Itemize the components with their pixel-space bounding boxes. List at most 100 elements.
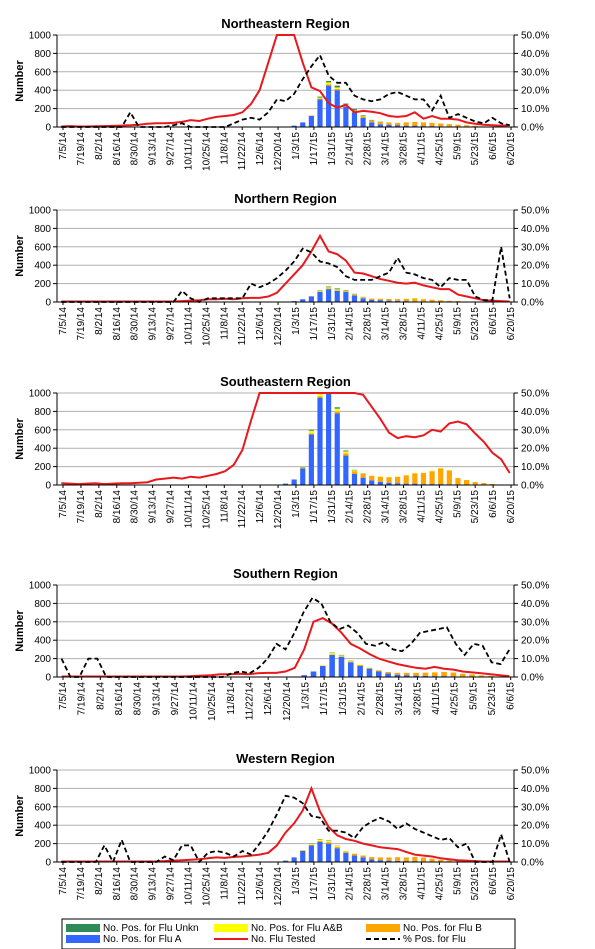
- legend-label-unkn: No. Pos. for Flu Unkn: [103, 923, 199, 934]
- bar-flu-a: [308, 434, 314, 485]
- bar-flu-ab: [343, 290, 349, 292]
- x-tick-label: 3/14/15: [381, 490, 392, 524]
- x-tick-label: 5/23/15: [470, 307, 481, 341]
- y-axis-label: Number: [14, 610, 26, 652]
- bar-flu-b: [438, 300, 444, 302]
- bar-flu-ab: [326, 82, 332, 85]
- y2-tick-label: 50.0%: [521, 206, 549, 217]
- x-tick-label: 12/6/14: [255, 490, 266, 524]
- x-tick-label: 1/31/15: [327, 307, 338, 341]
- bar-flu-a: [343, 852, 349, 862]
- x-tick-label: 10/25/14: [201, 307, 212, 346]
- y2-tick-label: 10.0%: [521, 104, 549, 115]
- x-tick-label: 7/19/14: [76, 867, 87, 901]
- bar-flu-b: [420, 473, 427, 485]
- y-tick-label: 0: [45, 858, 51, 869]
- y-tick-label: 400: [34, 261, 51, 272]
- plot-area: [61, 34, 510, 128]
- bar-flu-b: [412, 473, 418, 484]
- x-tick-label: 4/11/15: [416, 132, 427, 165]
- x-tick-label: 5/9/15: [468, 682, 479, 710]
- x-tick-label: 8/2/14: [94, 490, 105, 518]
- bar-flu-b: [478, 675, 485, 677]
- bar-flu-a: [338, 656, 345, 677]
- chart-panel: Southeastern Region 0 200 400 600 800 1000 0.0%…: [14, 374, 549, 529]
- y2-tick-label: 30.0%: [521, 242, 549, 253]
- x-tick-label: 9/27/14: [166, 490, 177, 524]
- bar-flu-a: [360, 117, 366, 127]
- bar-flu-a: [308, 845, 314, 862]
- x-tick-label: 1/31/15: [338, 682, 349, 716]
- bar-flu-ab: [326, 840, 332, 843]
- x-tick-label: 7/5/14: [58, 490, 69, 518]
- plot-area: [61, 233, 511, 303]
- bar-flu-b: [459, 673, 466, 677]
- x-tick-label: 12/6/14: [263, 682, 274, 716]
- x-tick-label: 9/13/14: [148, 867, 159, 901]
- x-tick-label: 5/23/15: [470, 132, 481, 166]
- y-tick-label: 400: [34, 444, 51, 455]
- bar-flu-b: [375, 670, 382, 672]
- bar-flu-b: [308, 433, 314, 435]
- bar-flu-b: [334, 846, 340, 849]
- bar-flu-ab: [351, 470, 358, 472]
- x-tick-label: 4/25/15: [434, 867, 445, 901]
- bar-flu-b: [489, 483, 496, 485]
- percent-positive-line: [60, 596, 511, 678]
- bar-flu-ab: [343, 451, 349, 454]
- y-tick-label: 400: [34, 821, 51, 832]
- bar-flu-b: [420, 122, 427, 127]
- x-tick-label: 1/3/15: [300, 682, 311, 710]
- bar-flu-ab: [334, 408, 340, 412]
- bar-flu-b: [420, 857, 427, 862]
- bar-flu-b: [360, 297, 366, 299]
- y-tick-label: 400: [34, 636, 51, 647]
- y2-tick-label: 40.0%: [521, 49, 549, 60]
- bar-flu-a: [412, 125, 418, 127]
- y2-tick-label: 50.0%: [521, 581, 549, 592]
- x-tick-label: 3/28/15: [399, 867, 410, 901]
- y2-tick-label: 40.0%: [521, 407, 549, 418]
- x-tick-label: 4/11/15: [416, 490, 427, 523]
- legend-swatch-unkn: [66, 924, 100, 932]
- bar-flu-b: [441, 671, 447, 677]
- x-tick-label: 1/17/15: [309, 307, 320, 341]
- bar-flu-b: [403, 122, 409, 126]
- bar-flu-ab: [334, 845, 340, 847]
- bar-flu-a: [326, 85, 332, 127]
- bar-flu-unkn: [343, 290, 349, 291]
- x-tick-label: 1/3/15: [291, 490, 302, 518]
- bar-flu-a: [326, 843, 332, 862]
- x-tick-label: 12/6/14: [255, 867, 266, 901]
- bar-flu-a: [351, 855, 358, 862]
- x-tick-label: 7/19/14: [76, 132, 87, 166]
- y2-tick-label: 10.0%: [521, 279, 549, 290]
- percent-positive-line: [61, 53, 510, 128]
- x-tick-label: 12/20/14: [273, 307, 284, 346]
- y2-tick-label: 30.0%: [521, 67, 549, 78]
- tested-line: [61, 616, 510, 678]
- x-tick-label: 1/17/15: [309, 867, 320, 901]
- y2-tick-label: 0.0%: [521, 858, 544, 869]
- bar-flu-b: [317, 98, 323, 100]
- bar-flu-ab: [334, 87, 340, 89]
- x-tick-label: 10/25/14: [207, 682, 218, 721]
- x-tick-label: 11/8/14: [219, 867, 230, 900]
- y-tick-label: 600: [34, 617, 51, 628]
- y-tick-label: 200: [34, 279, 51, 290]
- bar-flu-a: [300, 122, 306, 127]
- x-tick-label: 8/16/14: [114, 682, 125, 716]
- y2-tick-label: 30.0%: [521, 617, 549, 628]
- legend: No. Pos. for Flu Unkn No. Pos. for Flu A…: [61, 918, 516, 949]
- x-tick-label: 7/5/14: [58, 307, 69, 335]
- bar-flu-b: [377, 476, 383, 482]
- bar-flu-b: [429, 299, 435, 302]
- bar-flu-unkn: [317, 96, 323, 98]
- bar-flu-b: [487, 675, 494, 677]
- x-tick-label: 4/11/15: [431, 682, 442, 715]
- bar-flu-a: [300, 850, 306, 862]
- bar-flu-a: [377, 300, 383, 302]
- x-tick-label: 9/27/14: [166, 132, 177, 166]
- legend-swatch-a: [66, 935, 100, 943]
- bar-flu-a: [369, 299, 375, 302]
